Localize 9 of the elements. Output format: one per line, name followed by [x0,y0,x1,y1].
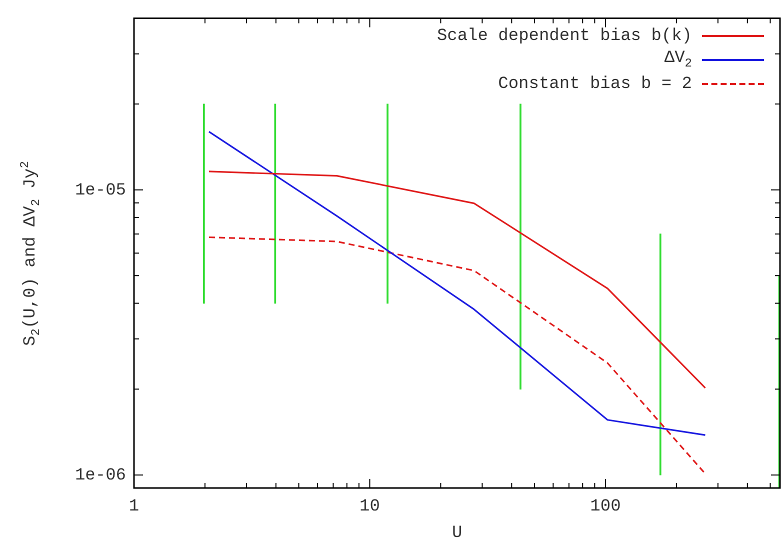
legend-label: Scale dependent bias b(k) [436,26,692,46]
legend-label: Constant bias b = 2 [498,74,692,94]
x-tick-label: 100 [590,498,621,517]
y-tick-label: 1e-06 [74,466,126,486]
x-tick-label: 1 [128,498,140,517]
x-axis-title: U [452,524,462,543]
y-tick-label: 1e-05 [74,181,126,200]
x-tick-label: 10 [360,498,380,517]
legend-label: ΔV$_{2}$ [664,49,692,71]
